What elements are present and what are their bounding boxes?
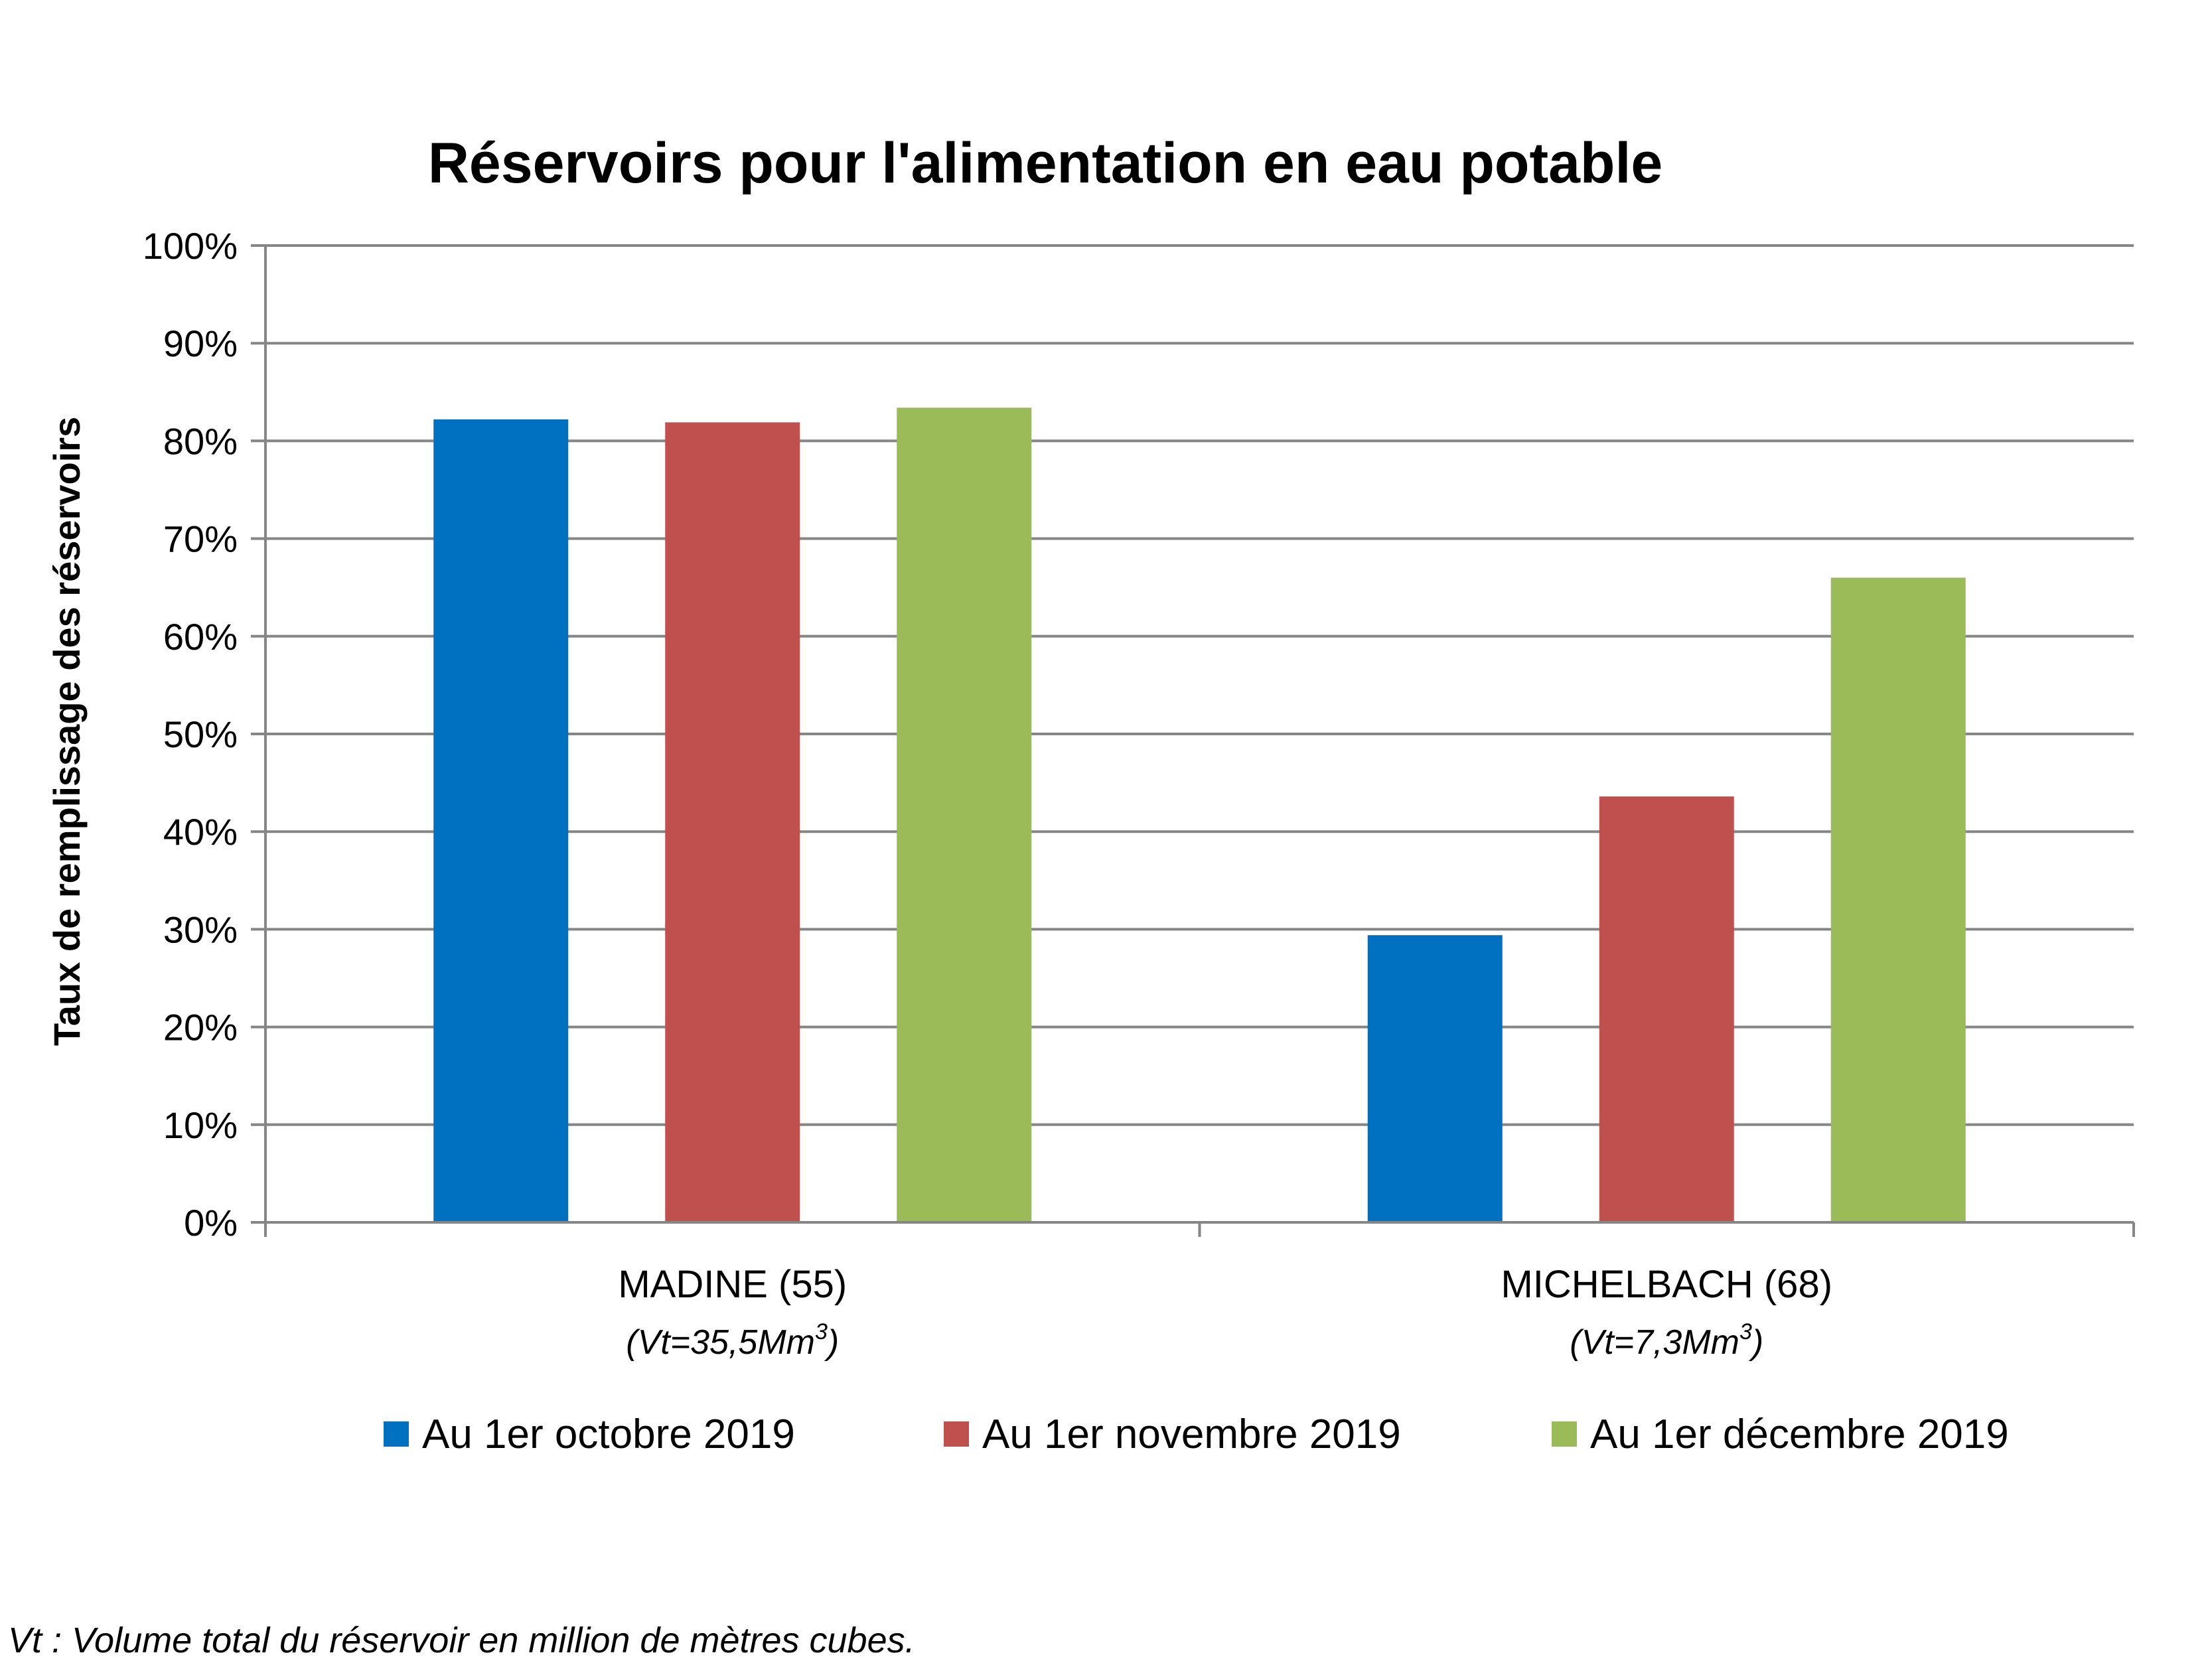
y-tick-label: 80% [163, 420, 238, 462]
bar [1599, 796, 1734, 1222]
legend-item: Au 1er décembre 2019 [1552, 1411, 2009, 1457]
legend: Au 1er octobre 2019 Au 1er novembre 2019 A… [384, 1411, 2009, 1457]
legend-swatch [384, 1421, 409, 1447]
bar [665, 422, 800, 1222]
y-tick-label: 60% [163, 616, 238, 658]
category-label: MADINE (55) [618, 1263, 847, 1306]
y-tick-label: 30% [163, 908, 238, 950]
legend-swatch [944, 1421, 969, 1447]
y-axis-ticks: 0% 10% 20% 30% 40% 50% 60% 70% 80% 90% 100% [143, 225, 265, 1244]
legend-label: Au 1er octobre 2019 [422, 1411, 795, 1457]
category-label: MICHELBACH (68) [1501, 1263, 1832, 1306]
category-sublabel: (Vt=35,5Mm3) [626, 1319, 839, 1362]
legend-item: Au 1er octobre 2019 [384, 1411, 795, 1457]
gridlines [265, 244, 2134, 1126]
y-tick-label: 0% [184, 1202, 238, 1244]
bar [1367, 935, 1503, 1222]
y-tick-label: 50% [163, 713, 238, 755]
axes [264, 246, 2135, 1237]
y-tick-label: 70% [163, 518, 238, 560]
y-axis-label: Taux de remplissage des réservoirs [46, 417, 88, 1046]
category-sublabel: (Vt=7,3Mm3) [1570, 1319, 1763, 1362]
y-tick-label: 20% [163, 1007, 238, 1048]
chart-title: Réservoirs pour l'alimentation en eau po… [428, 131, 1662, 195]
bar [1830, 577, 1966, 1222]
bar [433, 419, 569, 1222]
y-tick-label: 100% [143, 225, 238, 267]
category-labels: MADINE (55) (Vt=35,5Mm3) MICHELBACH (68) (V… [618, 1263, 1832, 1362]
legend-swatch [1552, 1421, 1577, 1447]
bar [897, 407, 1032, 1222]
y-tick-label: 90% [163, 323, 238, 364]
y-tick-label: 40% [163, 811, 238, 853]
footnote: Vt : Volume total du réservoir en millio… [8, 1621, 915, 1659]
legend-label: Au 1er novembre 2019 [982, 1411, 1401, 1457]
legend-label: Au 1er décembre 2019 [1590, 1411, 2009, 1457]
y-tick-label: 10% [163, 1104, 238, 1146]
bars [433, 407, 1966, 1222]
legend-item: Au 1er novembre 2019 [944, 1411, 1401, 1457]
